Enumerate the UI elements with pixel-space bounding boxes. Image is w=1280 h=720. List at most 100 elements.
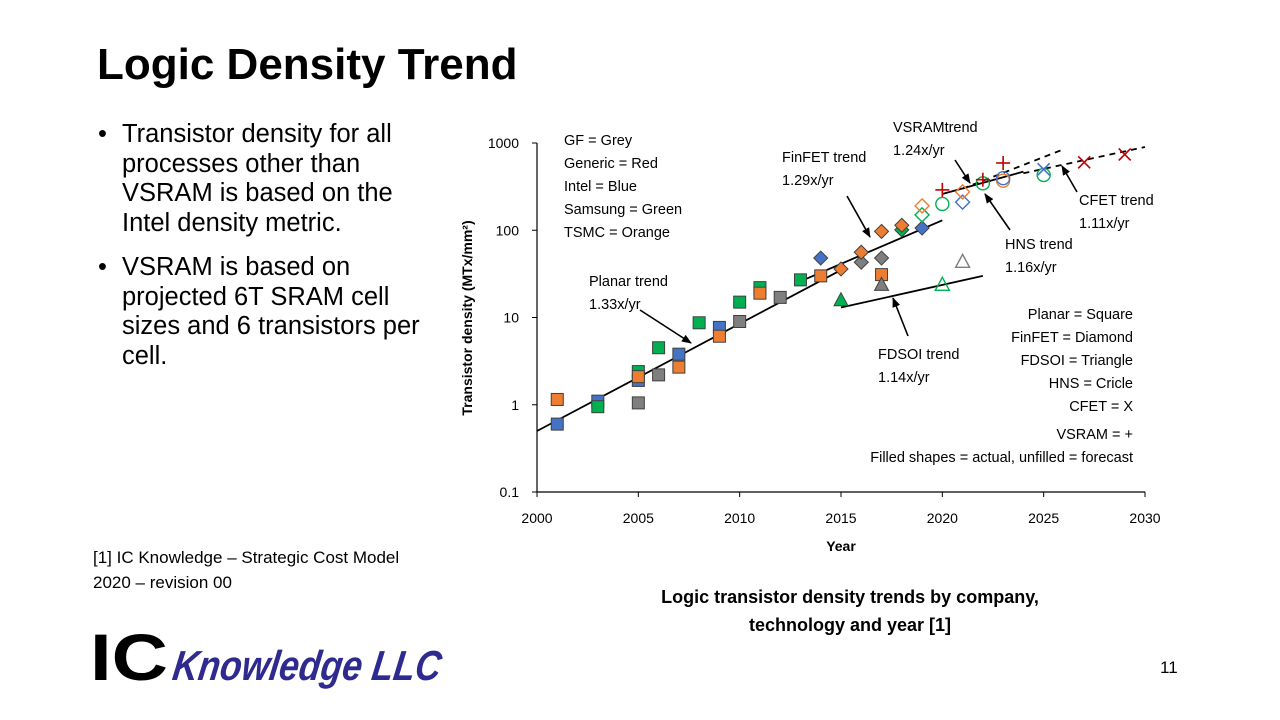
logo-knowledge-text: Knowledge LLC — [170, 642, 445, 689]
data-point-square — [793, 273, 807, 287]
data-point-x — [1077, 155, 1091, 169]
data-point-square — [550, 392, 564, 406]
data-point-diamond — [873, 250, 890, 266]
data-point-x — [1037, 162, 1051, 176]
trend-annotation-label: Planar trend — [589, 274, 668, 290]
data-point-diamond — [914, 206, 931, 223]
data-point-square — [814, 269, 828, 283]
y-tick-label: 1000 — [488, 135, 519, 151]
data-point-square — [692, 316, 706, 330]
legend-company-item: TSMC = Orange — [564, 225, 670, 241]
legend-shape-item: HNS = Cricle — [1049, 376, 1133, 392]
trend-annotation-arrow — [846, 195, 871, 238]
data-point-square — [733, 295, 747, 309]
reference-line: [1] IC Knowledge – Strategic Cost Model — [93, 548, 400, 567]
legend-shape-item: VSRAM = + — [1056, 427, 1133, 443]
data-point-plus — [935, 182, 950, 197]
trend-annotation-arrow — [954, 159, 971, 184]
trend-line — [1023, 146, 1146, 175]
trend-annotation-label: HNS trend — [1005, 237, 1073, 253]
bullet-item: Transistor density for all processes oth… — [98, 120, 428, 238]
data-point-diamond — [914, 220, 930, 236]
data-point-diamond — [853, 254, 869, 270]
data-point-diamond — [894, 217, 910, 233]
legend-company-item: Samsung = Green — [564, 202, 682, 218]
data-point-circle — [995, 170, 1011, 186]
data-point-plus — [975, 172, 990, 187]
data-point-triangle — [873, 276, 890, 291]
trend-annotation-arrow — [892, 297, 909, 337]
data-point-square — [753, 286, 767, 300]
data-point-square — [631, 396, 645, 410]
data-point-square — [773, 290, 787, 304]
trend-annotation-label: 1.14x/yr — [878, 370, 930, 386]
legend-company-item: GF = Grey — [564, 133, 633, 149]
legend-shape-item: Filled shapes = actual, unfilled = forec… — [870, 450, 1133, 466]
caption-line: technology and year [1] — [748, 615, 952, 635]
trend-line — [536, 269, 842, 432]
data-point-plus — [996, 155, 1011, 170]
legend-shape-item: Planar = Square — [1028, 307, 1133, 323]
slide-title: Logic Density Trend — [97, 40, 518, 89]
trend-annotation-label: 1.24x/yr — [893, 143, 945, 159]
data-point-triangle — [934, 275, 951, 292]
reference-note: [1] IC Knowledge – Strategic Cost Model … — [93, 545, 429, 595]
trend-annotation-label: 1.11x/yr — [1079, 216, 1130, 232]
legend-company-item: Intel = Blue — [564, 179, 637, 195]
data-point-square — [672, 360, 686, 374]
page-number: 11 — [1160, 658, 1178, 677]
trend-annotation-label: 1.29x/yr — [782, 173, 834, 189]
trend-annotation-label: 1.33x/yr — [589, 297, 641, 313]
data-point-square — [591, 400, 605, 414]
trend-annotation-label: FinFET trend — [782, 150, 866, 166]
legend-shape-item: FDSOI = Triangle — [1021, 353, 1133, 369]
x-tick-label: 2020 — [927, 510, 958, 526]
data-point-circle — [1036, 167, 1051, 183]
y-tick-label: 10 — [503, 310, 519, 326]
trend-annotation-label: VSRAMtrend — [893, 120, 978, 136]
y-tick-label: 1 — [511, 397, 519, 413]
trend-annotation-label: 1.16x/yr — [1005, 260, 1057, 276]
caption-line: Logic transistor density trends by compa… — [661, 587, 1039, 607]
trend-annotation-arrow — [1061, 165, 1078, 193]
legend-company-item: Generic = Red — [564, 156, 658, 172]
x-tick-label: 2025 — [1028, 510, 1059, 526]
data-point-x-stroke — [1077, 155, 1091, 169]
data-point-square — [550, 417, 564, 431]
trend-annotation-arrow — [984, 193, 1011, 231]
logo-ic-text: IC — [90, 620, 168, 693]
data-point-square — [733, 314, 747, 328]
data-point-diamond — [914, 197, 931, 214]
data-point-circle — [935, 196, 950, 212]
x-tick-label: 2030 — [1129, 510, 1160, 526]
company-logo: IC Knowledge LLC — [90, 620, 445, 693]
trend-line — [840, 274, 984, 309]
data-point-square — [652, 341, 666, 355]
x-tick-label: 2000 — [521, 510, 552, 526]
chart-caption: Logic transistor density trends by compa… — [600, 583, 1100, 639]
trend-annotation-arrow — [639, 309, 692, 344]
data-point-square — [672, 347, 686, 361]
data-point-diamond — [873, 223, 890, 240]
data-point-triangle — [954, 252, 971, 269]
data-point-diamond — [813, 250, 829, 266]
data-point-square — [712, 329, 726, 343]
trend-annotation-label: CFET trend — [1079, 193, 1154, 209]
x-tick-label: 2005 — [623, 510, 654, 526]
legend-shape-item: FinFET = Diamond — [1011, 330, 1133, 346]
x-axis-title: Year — [826, 538, 856, 554]
data-point-diamond — [954, 194, 971, 211]
data-point-x-stroke — [1037, 162, 1051, 176]
data-point-diamond — [954, 183, 971, 200]
data-point-square — [652, 368, 666, 382]
reference-line: 2020 – revision 00 — [93, 573, 232, 592]
data-point-triangle — [833, 291, 849, 307]
bullet-item: VSRAM is based on projected 6T SRAM cell… — [98, 253, 428, 371]
bullet-list: Transistor density for all processes oth… — [98, 120, 428, 386]
y-tick-label: 100 — [496, 222, 520, 238]
data-point-diamond — [853, 244, 869, 260]
y-tick-label: 0.1 — [500, 484, 520, 500]
x-tick-label: 2015 — [825, 510, 856, 526]
data-point-x — [1118, 147, 1132, 161]
